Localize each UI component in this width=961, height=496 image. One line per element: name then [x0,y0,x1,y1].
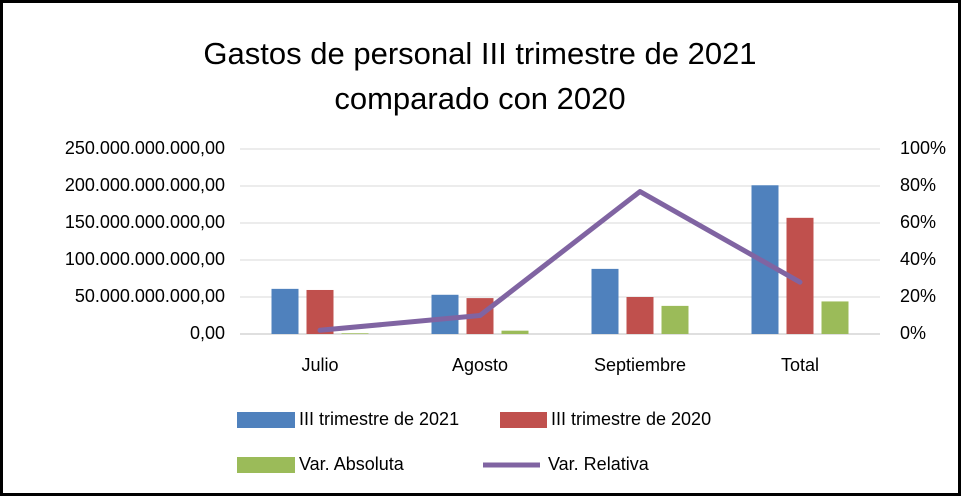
y-tick-label: 250.000.000.000,00 [65,138,225,158]
legend-swatch [237,457,295,473]
chart-title: Gastos de personal III trimestre de 2021 [203,36,756,71]
y2-tick-label: 100% [900,138,946,158]
legend-label: Var. Absoluta [299,454,405,474]
bar [341,333,369,334]
y-tick-label: 0,00 [190,323,225,343]
legend-label: III trimestre de 2020 [551,409,711,429]
x-tick-label: Julio [301,355,338,375]
legend-swatch [237,412,295,428]
legend-label: Var. Relativa [548,454,650,474]
y-tick-label: 200.000.000.000,00 [65,175,225,195]
legend-label: III trimestre de 2021 [299,409,459,429]
y2-tick-label: 20% [900,286,936,306]
chart-title: comparado con 2020 [334,81,625,116]
x-tick-label: Total [781,355,819,375]
y-tick-label: 50.000.000.000,00 [75,286,225,306]
legend-swatch [500,412,547,428]
bar [431,294,459,334]
bar [501,330,529,334]
bar [661,305,689,334]
bar [626,297,654,334]
bar [591,268,619,334]
y2-tick-label: 60% [900,212,936,232]
y2-tick-label: 40% [900,249,936,269]
bar [271,288,299,334]
y2-tick-label: 0% [900,323,926,343]
y2-tick-label: 80% [900,175,936,195]
y-tick-label: 150.000.000.000,00 [65,212,225,232]
line-series [317,189,803,333]
bar [821,301,849,334]
x-tick-label: Septiembre [594,355,686,375]
y-tick-label: 100.000.000.000,00 [65,249,225,269]
bar [306,289,334,334]
x-tick-label: Agosto [452,355,508,375]
